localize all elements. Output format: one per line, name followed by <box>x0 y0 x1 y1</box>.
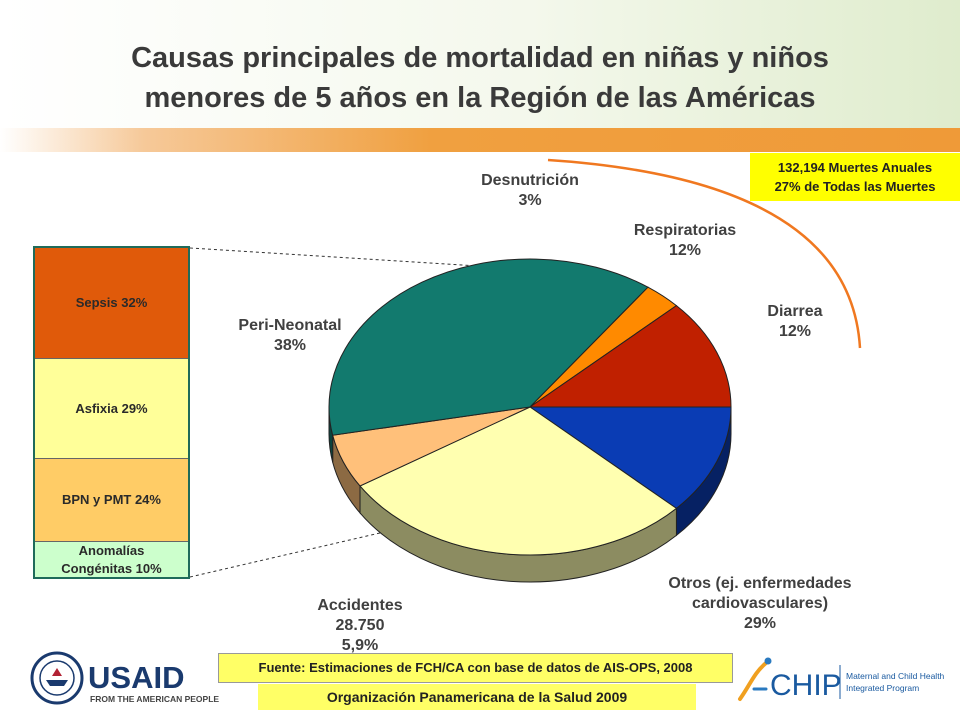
orange-band <box>0 128 960 152</box>
chip-logo: CHIP Maternal and Child Health Integrate… <box>738 657 945 702</box>
pie-slice-respiratorias <box>528 304 732 408</box>
header-background <box>0 0 960 130</box>
callout-line-bottom <box>189 525 411 578</box>
page-title: Causas principales de mortalidad en niña… <box>60 38 900 118</box>
label-otros: Otros (ej. enfermedades cardiovasculares… <box>668 575 852 632</box>
breakdown-anomalias: Anomalías Congénitas 10% <box>35 542 188 577</box>
title-line-1: Causas principales de mortalidad en niña… <box>131 42 829 74</box>
pie-slice-diarrea <box>528 406 732 510</box>
chip-figure-icon <box>738 661 768 701</box>
source-note: Fuente: Estimaciones de FCH/CA con base … <box>218 653 733 683</box>
breakdown-sepsis: Sepsis 32% <box>35 248 188 359</box>
usaid-logo: USAID FROM THE AMERICAN PEOPLE <box>30 651 219 705</box>
peri-neonatal-breakdown: Sepsis 32% Asfixia 29% BPN y PMT 24% Ano… <box>33 246 190 579</box>
breakdown-bpn-pmt: BPN y PMT 24% <box>35 459 188 543</box>
bracket-arc <box>547 158 862 349</box>
usaid-wordmark: USAID <box>88 660 184 695</box>
deaths-note: 132,194 Muertes Anuales 27% de Todas las… <box>750 153 960 201</box>
pie-slice-otros-ej-enfermedades <box>359 406 678 556</box>
label-accidentes: Accidentes 28.750 5,9% <box>317 597 403 654</box>
label-diarrea: Diarrea 12% <box>767 303 823 340</box>
chip-wordmark: CHIP <box>770 669 842 702</box>
breakdown-asfixia: Asfixia 29% <box>35 358 188 460</box>
pie-slice-peri-neonatal <box>328 258 649 436</box>
chip-tagline-1: Maternal and Child Health <box>846 671 945 681</box>
usaid-tagline: FROM THE AMERICAN PEOPLE <box>90 694 219 704</box>
chip-tagline-2: Integrated Program <box>846 683 919 693</box>
organization-note: Organización Panamericana de la Salud 20… <box>258 684 696 710</box>
label-respiratorias: Respiratorias 12% <box>633 222 737 259</box>
callout-line-top <box>189 247 511 269</box>
title-line-2: menores de 5 años en la Región de las Am… <box>144 82 816 114</box>
label-desnutricion: Desnutrición 3% <box>481 172 579 209</box>
label-peri-neonatal: Peri-Neonatal 38% <box>238 317 342 354</box>
